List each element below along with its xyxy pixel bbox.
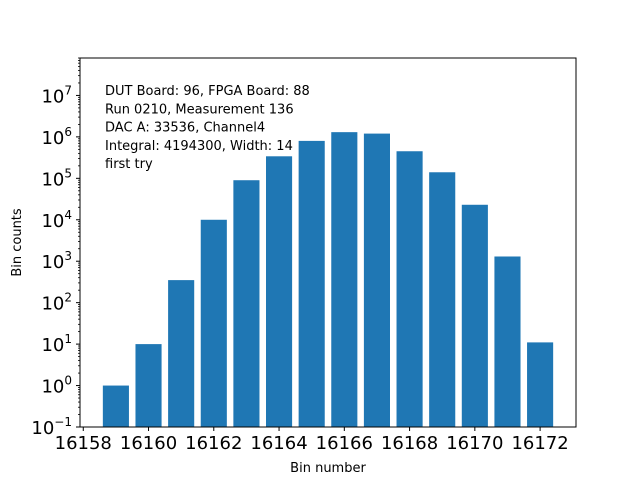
bar xyxy=(266,156,293,427)
annotation-line: Run 0210, Measurement 136 xyxy=(105,102,294,117)
y-tick-label: 104 xyxy=(41,208,72,232)
x-tick-label: 16170 xyxy=(446,433,503,454)
y-tick-label: 106 xyxy=(41,125,72,149)
annotation-line: DAC A: 33536, Channel4 xyxy=(105,121,265,136)
bar xyxy=(429,172,456,427)
bar xyxy=(331,132,358,427)
annotation-line: DUT Board: 96, FPGA Board: 88 xyxy=(105,84,310,99)
x-tick-label: 16166 xyxy=(316,433,373,454)
y-tick-label: 10−1 xyxy=(31,415,72,439)
annotation-line: Integral: 4194300, Width: 14 xyxy=(105,139,293,154)
y-tick-label: 100 xyxy=(41,374,72,398)
bar xyxy=(494,256,521,427)
x-tick-label: 16168 xyxy=(381,433,438,454)
bars-group xyxy=(102,132,554,427)
plot-frame xyxy=(79,57,577,428)
x-tick-label: 16162 xyxy=(185,433,242,454)
x-tick-label: 16158 xyxy=(55,433,112,454)
x-tick-label: 16172 xyxy=(511,433,568,454)
bar xyxy=(527,342,554,427)
x-axis-ticks: 16158 16160 16162 16164 16166 16168 16170 16172 xyxy=(55,427,569,454)
bar xyxy=(168,280,195,427)
x-tick-label: 16164 xyxy=(250,433,307,454)
bar xyxy=(135,344,162,427)
y-axis-label: Bin counts xyxy=(10,208,25,277)
bar xyxy=(461,204,488,427)
bar xyxy=(102,385,129,427)
annotation-line: first try xyxy=(105,157,153,172)
bar xyxy=(200,219,227,427)
x-tick-label: 16160 xyxy=(120,433,177,454)
bar xyxy=(363,133,390,427)
y-tick-label: 107 xyxy=(41,83,72,107)
y-axis-ticks: 10−1 100 101 102 103 104 105 106 107 xyxy=(31,83,80,439)
y-tick-label: 102 xyxy=(41,291,72,315)
annotation-text: DUT Board: 96, FPGA Board: 88 Run 0210, M… xyxy=(105,84,310,172)
bar xyxy=(396,151,423,427)
y-tick-label: 105 xyxy=(41,166,72,190)
y-tick-label: 103 xyxy=(41,249,72,273)
bar xyxy=(233,180,260,427)
x-axis-label: Bin number xyxy=(290,461,366,476)
bar xyxy=(298,140,325,427)
y-tick-label: 101 xyxy=(41,332,72,356)
